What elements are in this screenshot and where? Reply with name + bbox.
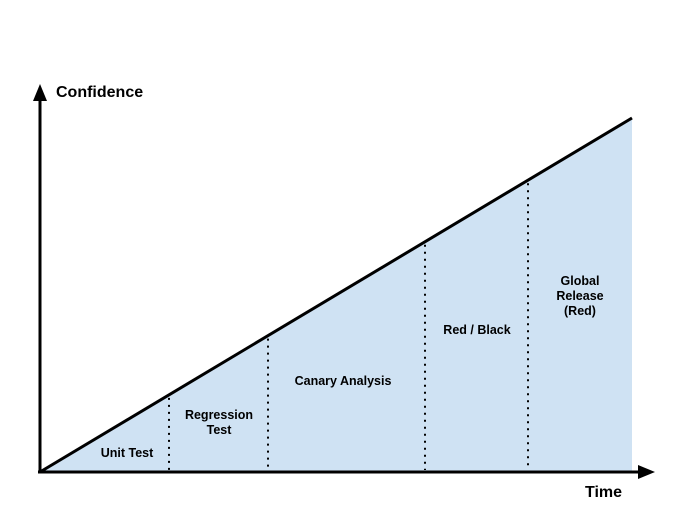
stage-label-1: Unit Test: [101, 446, 154, 460]
stage-label-2: Regression Test: [185, 408, 253, 437]
stage-label-line: Global: [561, 274, 600, 288]
stage-label-line: Canary Analysis: [295, 374, 392, 388]
y-axis-arrow: [33, 84, 47, 101]
stage-label-line: Test: [207, 423, 233, 437]
stage-label-line: Red / Black: [443, 323, 510, 337]
stage-dividers: [168, 183, 529, 470]
stage-label-line: Regression: [185, 408, 253, 422]
stage-label-3: Canary Analysis: [295, 374, 392, 388]
x-axis-arrow: [638, 465, 655, 479]
y-axis-title: Confidence: [56, 84, 143, 101]
x-axis-title: Time: [585, 484, 622, 501]
stage-labels: Unit Test Regression Test Canary Analysis Re…: [101, 274, 604, 460]
stage-label-4: Red / Black: [443, 323, 510, 337]
stage-label-5: Global Release (Red): [556, 274, 603, 318]
stage-label-line: (Red): [564, 304, 596, 318]
confidence-line: [39, 116, 633, 474]
stage-label-line: Release: [556, 289, 603, 303]
stage-label-line: Unit Test: [101, 446, 154, 460]
